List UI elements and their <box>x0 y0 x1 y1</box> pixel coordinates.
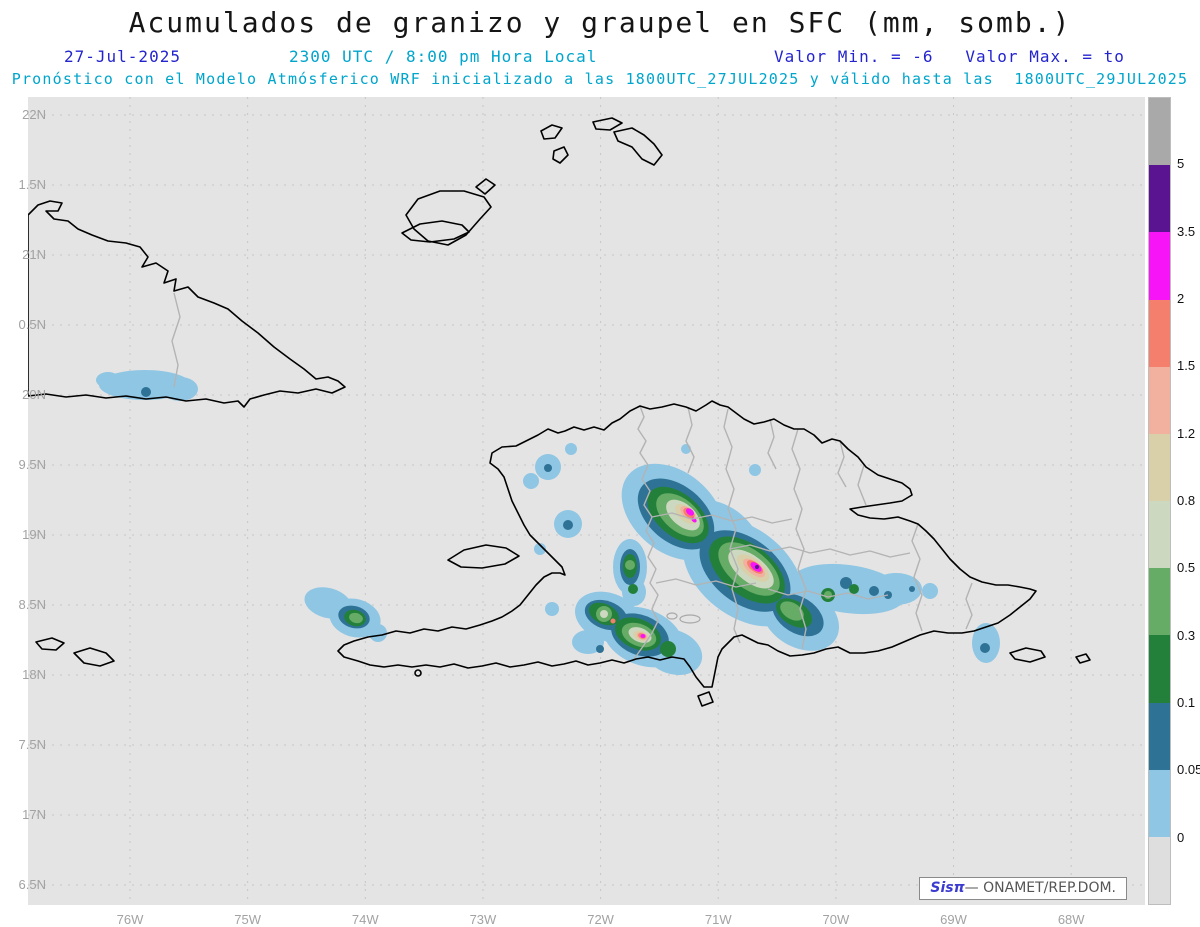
coast-mona <box>1075 653 1091 664</box>
hail-bin-0.00-0.05 <box>96 370 1000 676</box>
coastlines <box>28 117 1091 707</box>
credit-box: Sisπ— ONAMET/REP.DOM. <box>919 877 1127 900</box>
lat-axis-label: 21N <box>22 247 46 262</box>
colorbar-tick-label: 1.2 <box>1177 425 1196 441</box>
lon-axis-label: 68W <box>1057 912 1085 927</box>
lat-axis-label: 8.5N <box>18 597 46 612</box>
grid-lines <box>28 97 1145 905</box>
coast-hispaniola <box>337 400 1037 688</box>
lat-axis-label: 17N <box>22 807 46 822</box>
lat-axis-label: 19N <box>22 527 46 542</box>
lat-axis-label: 6.5N <box>18 877 46 892</box>
lon-axis-label: 74W <box>351 912 379 927</box>
coast-ile-a-vache <box>414 669 422 677</box>
coast-cuba <box>28 200 346 408</box>
colorbar-tick-label: 0.1 <box>1177 695 1196 710</box>
lat-axis-label: 22N <box>22 107 46 122</box>
colorbar-segment <box>1149 433 1170 502</box>
lake-enriquillo <box>679 614 701 624</box>
lon-axis-label: 75W <box>234 912 261 927</box>
forecast-date: 27-Jul-2025 <box>64 47 181 66</box>
colorbar-segment <box>1149 769 1170 837</box>
colorbar-segment <box>1149 98 1170 166</box>
colorbar-tick-label: 3.5 <box>1177 223 1196 239</box>
forecast-time: 2300 UTC / 8:00 pm Hora Local <box>289 47 598 66</box>
colorbar-segment <box>1149 702 1170 770</box>
sispi-logo: Sisπ <box>930 880 965 896</box>
coast-turks-caicos-4 <box>613 127 663 166</box>
hail-bin-0.05-0.1 <box>141 387 990 657</box>
lon-axis-label: 72W <box>587 912 614 927</box>
hail-bin-3.5-5 <box>755 565 759 569</box>
colorbar-segment <box>1149 635 1170 703</box>
coast-great-inagua <box>405 190 492 246</box>
coast-turks-caicos-3 <box>592 117 623 131</box>
model-init-line: Pronóstico con el Modelo Atmósferico WRF… <box>11 70 1189 88</box>
coast-gonave <box>447 544 520 569</box>
lon-axis-label: 73W <box>469 912 497 927</box>
hail-shading <box>96 370 1000 676</box>
coast-little-inagua <box>475 178 496 195</box>
min-max-values: Valor Min. = -6 Valor Max. = to <box>774 47 1125 66</box>
admin-borders <box>171 292 973 660</box>
colorbar-segment <box>1149 299 1170 367</box>
colorbar-segment <box>1149 568 1170 636</box>
lake-saumatre <box>666 612 678 620</box>
colorbar-segment <box>1149 165 1170 233</box>
lat-axis-label: 18N <box>22 667 46 682</box>
credit-text: — ONAMET/REP.DOM. <box>964 880 1116 896</box>
colorbar-segment <box>1149 501 1170 569</box>
colorbar-tick-label: 2 <box>1177 291 1185 306</box>
lat-axis-label: 7.5N <box>18 737 46 752</box>
colorbar <box>1148 97 1171 905</box>
lon-axis-label: 69W <box>940 912 967 927</box>
colorbar-tick-label: 0.5 <box>1177 560 1196 576</box>
border-haiti-dr <box>633 405 659 660</box>
lon-axis-label: 71W <box>704 912 732 927</box>
colorbar-segment <box>1149 232 1170 300</box>
lat-axis-label: 20N <box>22 387 46 402</box>
colorbar-segment <box>1149 836 1170 905</box>
colorbar-tick-label: 5 <box>1177 156 1185 172</box>
coast-jamaica-1 <box>35 637 65 651</box>
coast-saona <box>1009 647 1046 663</box>
lon-axis-label: 70W <box>822 912 850 927</box>
lat-axis-label: 9.5N <box>18 457 46 472</box>
colorbar-tick-label: 0.3 <box>1177 627 1196 643</box>
lon-axis-label: 76W <box>116 912 144 927</box>
coast-turks-caicos-2 <box>552 146 569 164</box>
colorbar-tick-label: 0.05 <box>1177 762 1200 778</box>
colorbar-tick-label: 1.5 <box>1177 358 1196 374</box>
colorbar-segment <box>1149 366 1170 434</box>
map-canvas: Sisπ— ONAMET/REP.DOM. <box>28 97 1145 905</box>
map-svg <box>28 97 1145 905</box>
coast-turks-caicos-1 <box>540 124 563 140</box>
page-title: Acumulados de granizo y graupel en SFC (… <box>128 6 1072 39</box>
coast-beata <box>697 691 714 707</box>
coast-jamaica-2 <box>73 647 115 667</box>
lat-axis-label: 1.5N <box>18 177 46 192</box>
colorbar-tick-label: 0.8 <box>1177 493 1196 508</box>
lat-axis-label: 0.5N <box>18 317 46 332</box>
colorbar-tick-label: 0 <box>1177 829 1185 845</box>
